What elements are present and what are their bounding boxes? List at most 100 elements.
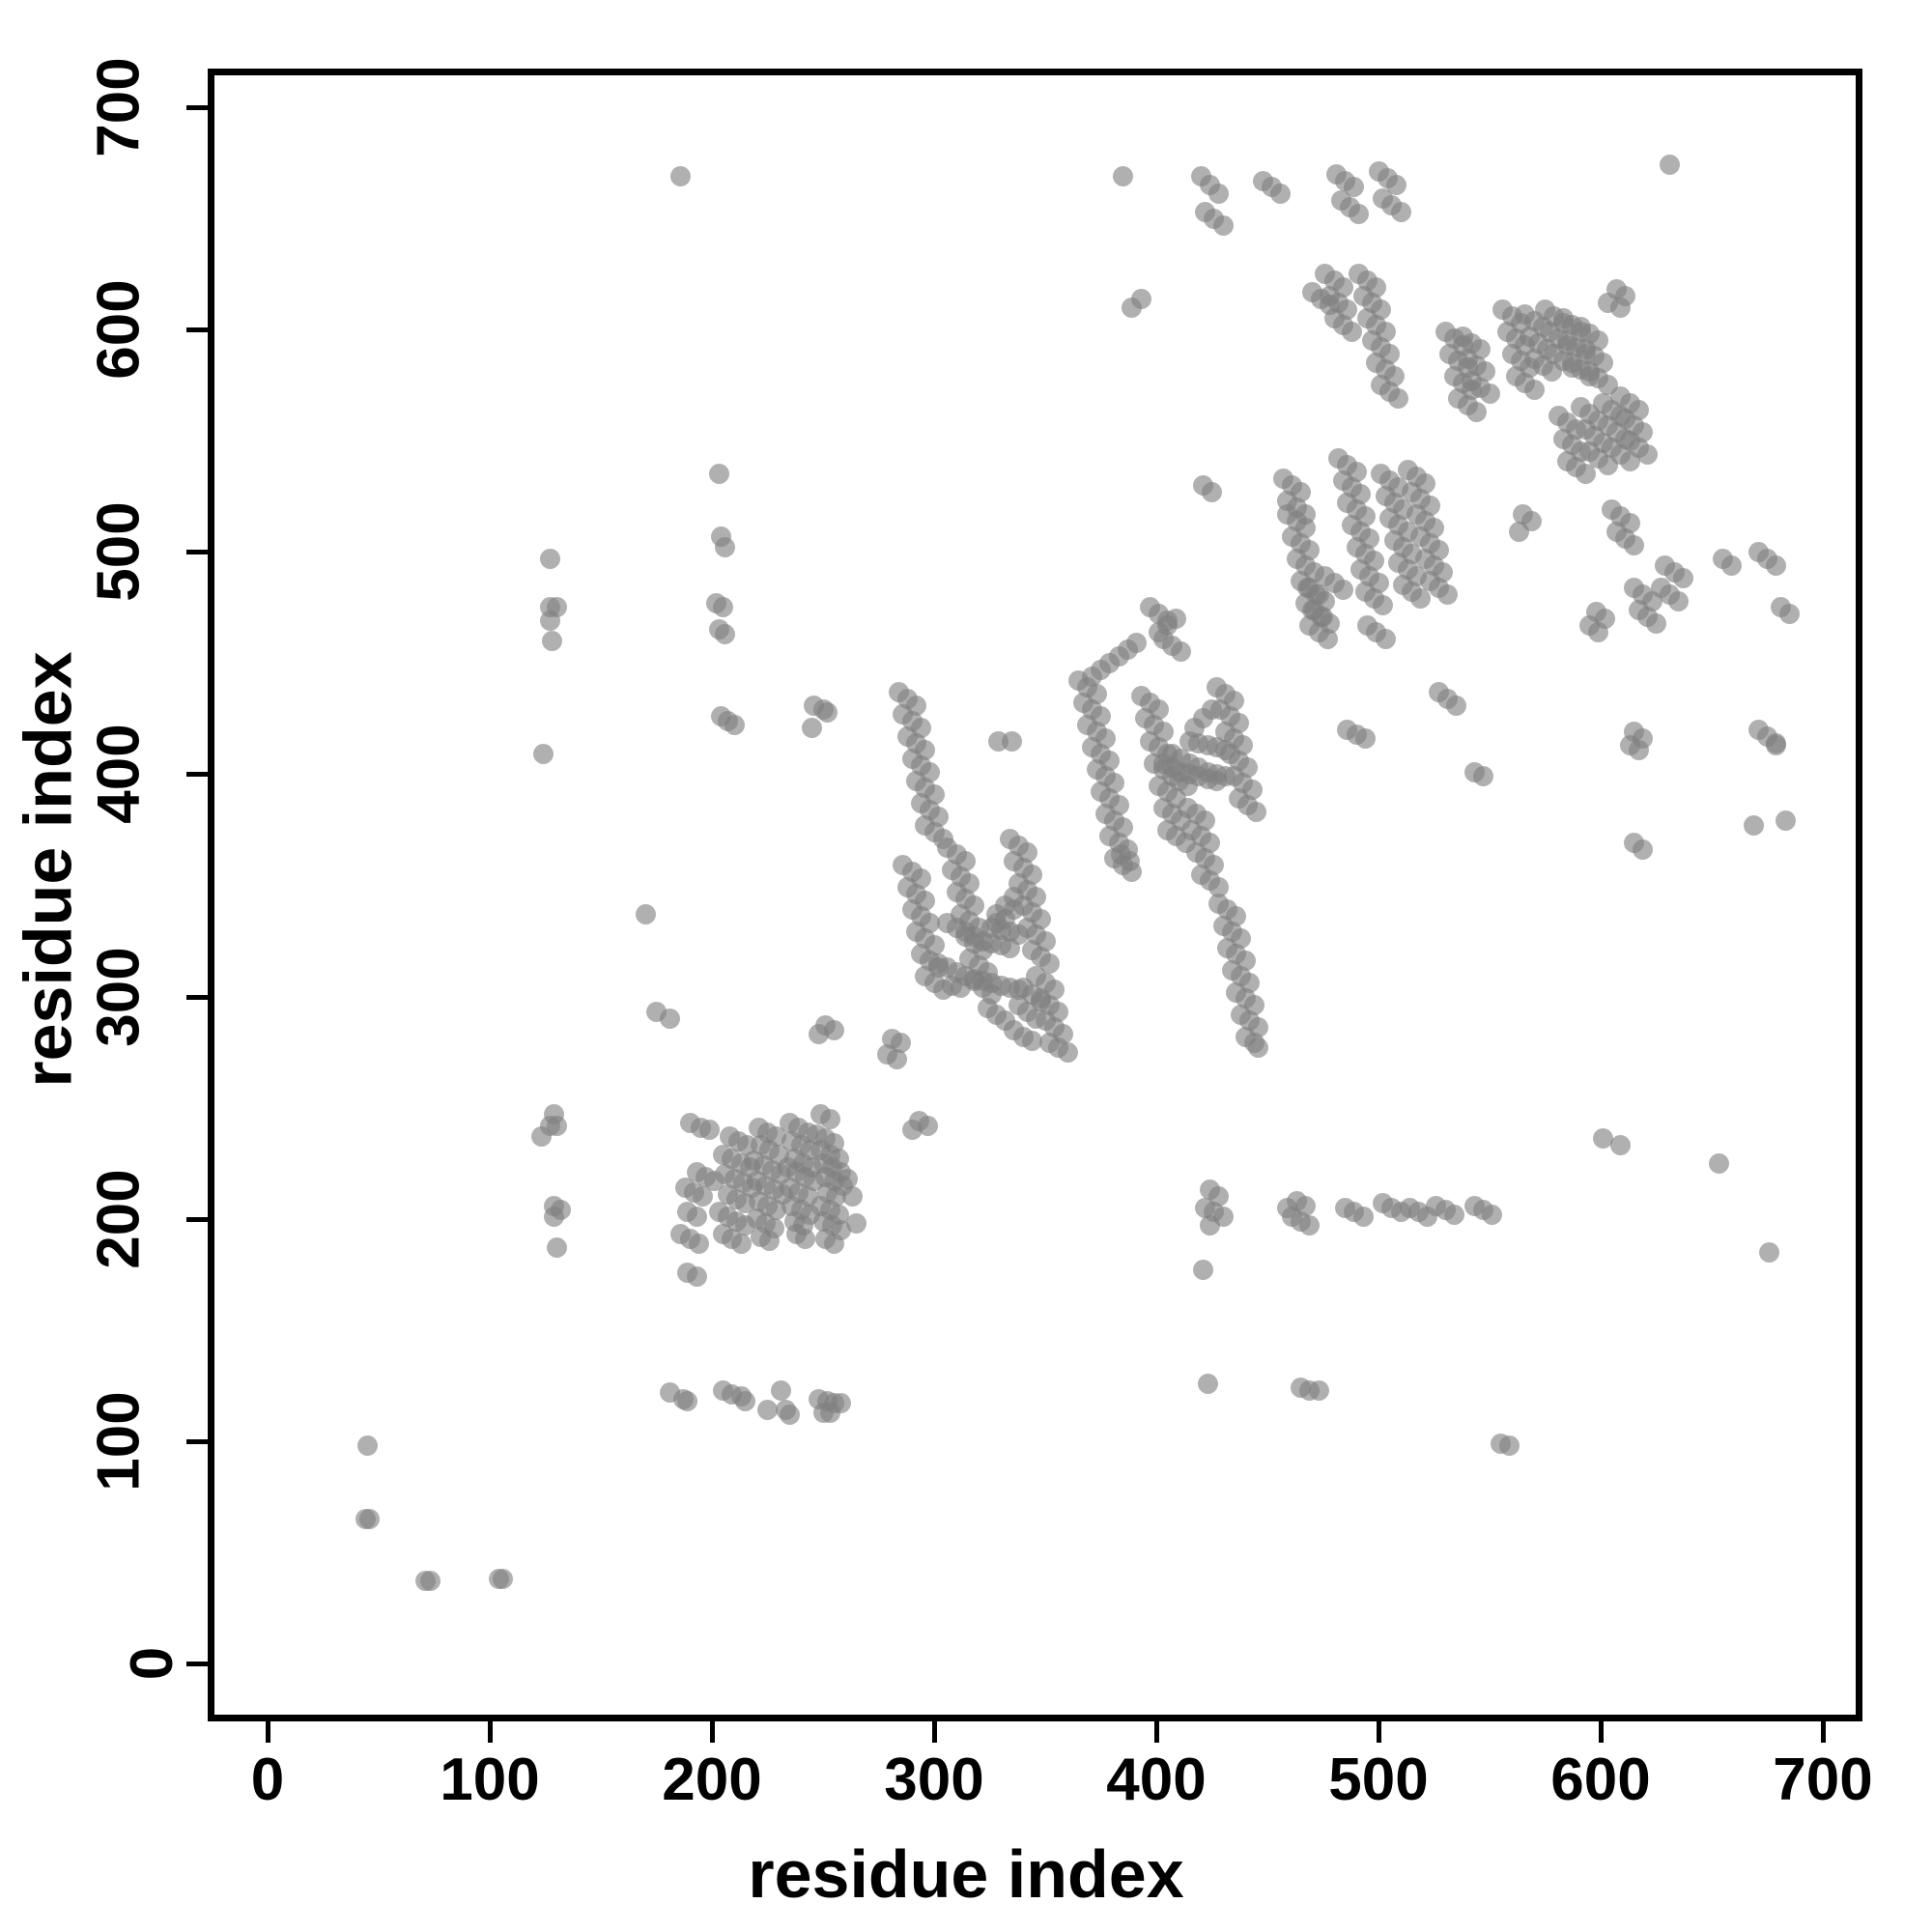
scatter-point: [990, 935, 1011, 956]
scatter-point: [1009, 980, 1029, 1001]
scatter-point: [1619, 450, 1640, 471]
scatter-point: [757, 1122, 779, 1143]
scatter-point: [923, 935, 945, 956]
scatter-point: [1579, 614, 1601, 636]
scatter-point: [1328, 293, 1350, 314]
scatter-point: [1224, 766, 1245, 787]
scatter-point: [1436, 688, 1458, 709]
scatter-point: [1439, 344, 1461, 365]
scatter-point: [539, 548, 560, 569]
scatter-point: [831, 1161, 851, 1182]
scatter-point: [964, 926, 984, 948]
scatter-point: [775, 1400, 796, 1421]
scatter-point: [754, 1212, 776, 1234]
scatter-point: [1337, 493, 1358, 514]
scatter-point: [1510, 350, 1531, 371]
scatter-point: [917, 1115, 938, 1136]
scatter-point: [1228, 713, 1249, 734]
scatter-point: [717, 1183, 738, 1205]
scatter-point: [1081, 666, 1102, 687]
scatter-point: [1017, 841, 1038, 863]
scatter-point: [1183, 717, 1205, 738]
scatter-point: [1294, 1195, 1316, 1216]
scatter-point: [821, 1215, 842, 1236]
scatter-point: [722, 1384, 743, 1406]
scatter-point: [1248, 1017, 1269, 1038]
scatter-point: [1224, 728, 1245, 750]
scatter-point: [1388, 477, 1409, 498]
x-tick-label: 500: [1328, 1747, 1429, 1813]
scatter-point: [1294, 554, 1316, 576]
scatter-point: [1605, 279, 1627, 300]
scatter-point: [708, 1202, 729, 1223]
scatter-point: [954, 850, 976, 871]
scatter-point: [1157, 611, 1179, 632]
x-tick-label: 100: [440, 1747, 540, 1813]
scatter-point: [1235, 988, 1256, 1009]
scatter-point: [708, 464, 729, 485]
scatter-point: [686, 1161, 707, 1182]
scatter-point: [1303, 561, 1324, 582]
scatter-point: [713, 597, 734, 618]
scatter-point: [1535, 299, 1556, 321]
scatter-point: [1299, 1379, 1321, 1401]
scatter-point: [754, 1175, 776, 1196]
scatter-point: [1419, 532, 1440, 554]
scatter-point: [1294, 592, 1316, 613]
scatter-point: [1233, 773, 1254, 794]
scatter-point: [1086, 722, 1107, 743]
scatter-point: [977, 997, 998, 1018]
scatter-point: [1570, 441, 1591, 463]
scatter-point: [735, 1193, 756, 1214]
scatter-point: [679, 1113, 700, 1134]
scatter-point: [1208, 877, 1229, 898]
scatter-point: [817, 1391, 838, 1412]
scatter-point: [1197, 768, 1218, 789]
scatter-point: [1186, 841, 1207, 863]
scatter-point: [1236, 795, 1258, 816]
scatter-point: [1379, 382, 1401, 403]
scatter-point: [1170, 761, 1191, 782]
scatter-point: [1561, 356, 1582, 378]
scatter-point: [1388, 553, 1409, 574]
scatter-point: [906, 695, 927, 716]
scatter-point: [1021, 864, 1042, 885]
scatter-point: [790, 1135, 811, 1156]
scatter-point: [1633, 583, 1654, 605]
scatter-point: [757, 1400, 779, 1421]
scatter-point: [1339, 197, 1360, 218]
scatter-point: [1214, 739, 1236, 760]
scatter-point: [1359, 566, 1380, 587]
scatter-point: [1575, 339, 1596, 360]
scatter-point: [1286, 1190, 1307, 1211]
scatter-point: [1012, 977, 1034, 998]
scatter-point: [932, 980, 953, 1001]
scatter-point: [1757, 725, 1778, 747]
scatter-point: [1383, 530, 1405, 552]
scatter-point: [1586, 602, 1606, 623]
scatter-point: [1130, 288, 1151, 309]
scatter-point: [1463, 1195, 1485, 1216]
scatter-point: [990, 920, 1011, 941]
scatter-point: [1197, 735, 1218, 756]
scatter-point: [1624, 722, 1645, 743]
scatter-point: [951, 866, 972, 887]
scatter-point: [964, 968, 984, 989]
scatter-point: [1286, 548, 1307, 569]
scatter-point: [748, 1117, 769, 1138]
scatter-point: [831, 1393, 851, 1414]
scatter-point: [1655, 554, 1676, 576]
scatter-point: [1414, 472, 1435, 494]
scatter-point: [1190, 864, 1211, 885]
scatter-point: [910, 868, 931, 890]
scatter-point: [920, 951, 940, 972]
scatter-point: [757, 1195, 779, 1216]
scatter-point: [1513, 503, 1534, 525]
scatter-point: [1009, 835, 1029, 856]
scatter-point: [551, 1200, 572, 1221]
scatter-point: [1110, 843, 1131, 865]
scatter-point: [1588, 330, 1609, 352]
scatter-point: [1009, 872, 1029, 894]
scatter-point: [730, 1233, 752, 1254]
scatter-point: [1204, 208, 1225, 229]
